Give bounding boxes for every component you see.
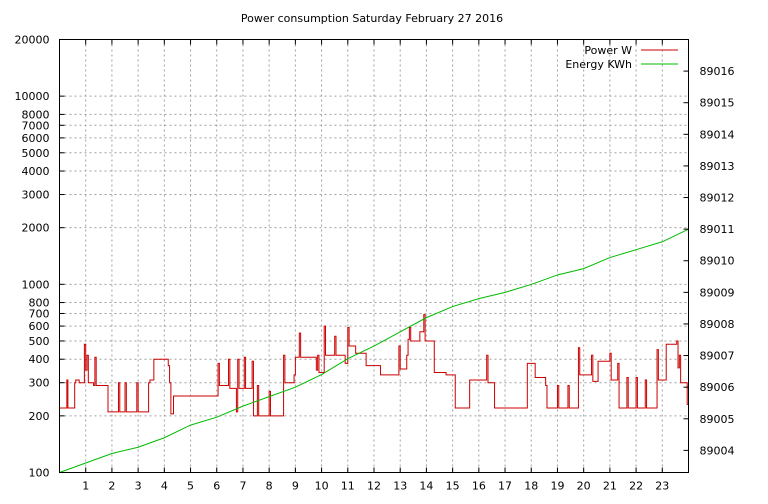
- x-tick-label: 3: [135, 480, 142, 493]
- series-line-energy: [59, 228, 689, 473]
- y-tick-label: 2000: [22, 222, 50, 235]
- x-tick-label: 18: [524, 480, 538, 493]
- y2-tick-label: 89006: [700, 381, 735, 394]
- y2-tick-label: 89012: [700, 192, 735, 205]
- y2-tick-label: 89016: [700, 65, 735, 78]
- tick-layer: 1 2 3 4 5 6 7 8 9 10 11 12 13 14 15 16 17 18 19 20 21 22 23100…: [15, 34, 735, 493]
- y-tick-label: 800: [29, 297, 50, 310]
- y-tick-label: 100: [29, 467, 50, 480]
- y-tick-label: 4000: [22, 165, 50, 178]
- series-line-power: [59, 314, 689, 417]
- grid-layer: [59, 39, 689, 473]
- legend-label-power: Power W: [584, 44, 632, 57]
- y-tick-label: 10000: [15, 90, 50, 103]
- x-tick-label: 15: [446, 480, 460, 493]
- x-tick-label: 21: [603, 480, 617, 493]
- x-tick-label: 8: [266, 480, 273, 493]
- y2-tick-label: 89005: [700, 413, 735, 426]
- y-tick-label: 1000: [22, 278, 50, 291]
- x-tick-label: 1: [82, 480, 89, 493]
- y2-tick-label: 89007: [700, 350, 735, 363]
- x-tick-label: 13: [393, 480, 407, 493]
- y2-tick-label: 89009: [700, 286, 735, 299]
- y-tick-label: 8000: [22, 108, 50, 121]
- x-tick-label: 22: [629, 480, 643, 493]
- x-tick-label: 17: [498, 480, 512, 493]
- y-tick-label: 6000: [22, 132, 50, 145]
- y-tick-label: 300: [29, 377, 50, 390]
- y-tick-label: 7000: [22, 119, 50, 132]
- legend-label-energy: Energy KWh: [565, 58, 632, 71]
- y-tick-label: 500: [29, 335, 50, 348]
- y2-tick-label: 89014: [700, 128, 735, 141]
- x-tick-label: 10: [315, 480, 329, 493]
- x-tick-label: 7: [239, 480, 246, 493]
- x-tick-label: 14: [419, 480, 433, 493]
- y2-tick-label: 89004: [700, 444, 735, 457]
- chart-title: Power consumption Saturday February 27 2…: [241, 12, 503, 25]
- x-tick-label: 19: [550, 480, 564, 493]
- y-tick-label: 20000: [15, 34, 50, 47]
- y2-tick-label: 89010: [700, 255, 735, 268]
- y2-tick-label: 89015: [700, 97, 735, 110]
- y-tick-label: 200: [29, 410, 50, 423]
- y-tick-label: 400: [29, 353, 50, 366]
- x-tick-label: 20: [577, 480, 591, 493]
- y-tick-label: 5000: [22, 147, 50, 160]
- x-tick-label: 2: [108, 480, 115, 493]
- x-tick-label: 4: [161, 480, 168, 493]
- x-tick-label: 5: [187, 480, 194, 493]
- y-tick-label: 3000: [22, 189, 50, 202]
- x-tick-label: 12: [367, 480, 381, 493]
- x-tick-label: 9: [292, 480, 299, 493]
- x-tick-label: 6: [213, 480, 220, 493]
- y2-tick-label: 89011: [700, 223, 735, 236]
- series-layer: [59, 228, 689, 473]
- x-tick-label: 23: [655, 480, 669, 493]
- x-tick-label: 11: [341, 480, 355, 493]
- x-tick-label: 16: [472, 480, 486, 493]
- y2-tick-label: 89013: [700, 160, 735, 173]
- y2-tick-label: 89008: [700, 318, 735, 331]
- y-tick-label: 700: [29, 307, 50, 320]
- y-tick-label: 600: [29, 320, 50, 333]
